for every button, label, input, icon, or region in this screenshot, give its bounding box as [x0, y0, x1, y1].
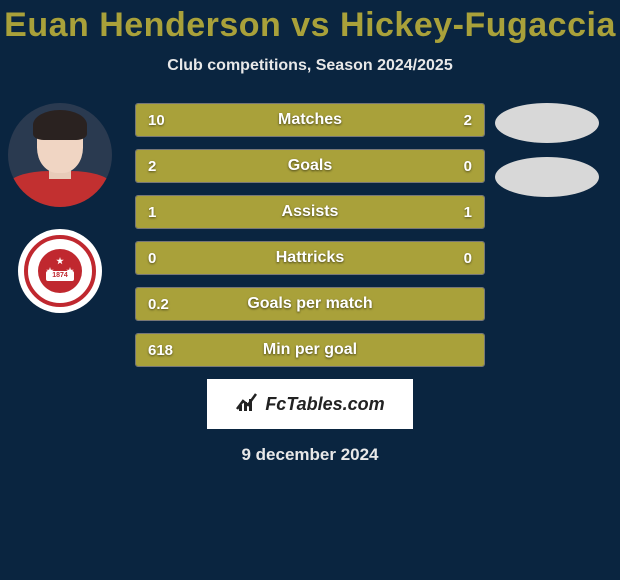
crest-ring: 1874 — [24, 235, 96, 307]
left-player-column: 1874 — [8, 103, 118, 313]
stat-bar: 1Assists1 — [135, 195, 485, 229]
stat-label: Goals per match — [136, 295, 484, 313]
crest-year: 1874 — [46, 271, 74, 281]
brand-box: FcTables.com — [207, 379, 413, 429]
stat-value-right: 2 — [464, 112, 472, 129]
stat-label: Assists — [136, 203, 484, 221]
stat-bars: 10Matches22Goals01Assists10Hattricks00.2… — [135, 103, 485, 367]
stat-bar: 0.2Goals per match — [135, 287, 485, 321]
stat-bar: 10Matches2 — [135, 103, 485, 137]
stat-bar: 2Goals0 — [135, 149, 485, 183]
stat-value-right: 0 — [464, 158, 472, 175]
stat-value-right: 1 — [464, 204, 472, 221]
avatar-hair — [33, 110, 87, 140]
brand-text: FcTables.com — [265, 394, 384, 415]
left-club-crest: 1874 — [18, 229, 102, 313]
right-player-column — [495, 103, 605, 211]
page-title: Euan Henderson vs Hickey-Fugaccia — [0, 6, 620, 45]
stat-label: Hattricks — [136, 249, 484, 267]
stat-label: Goals — [136, 157, 484, 175]
crest-star-icon — [56, 257, 64, 265]
right-player-avatar-placeholder — [495, 103, 599, 143]
crest-center: 1874 — [38, 249, 82, 293]
comparison-infographic: Euan Henderson vs Hickey-Fugaccia Club c… — [0, 0, 620, 580]
brand-chart-icon — [235, 391, 259, 418]
stat-label: Min per goal — [136, 341, 484, 359]
stat-bar: 618Min per goal — [135, 333, 485, 367]
content-area: 1874 10Matches22Goals01Assists10Hattrick… — [0, 103, 620, 367]
left-player-avatar — [8, 103, 112, 207]
stat-bar: 0Hattricks0 — [135, 241, 485, 275]
right-club-crest-placeholder — [495, 157, 599, 197]
subtitle: Club competitions, Season 2024/2025 — [0, 57, 620, 75]
stat-label: Matches — [136, 111, 484, 129]
date-label: 9 december 2024 — [0, 445, 620, 465]
stat-value-right: 0 — [464, 250, 472, 267]
